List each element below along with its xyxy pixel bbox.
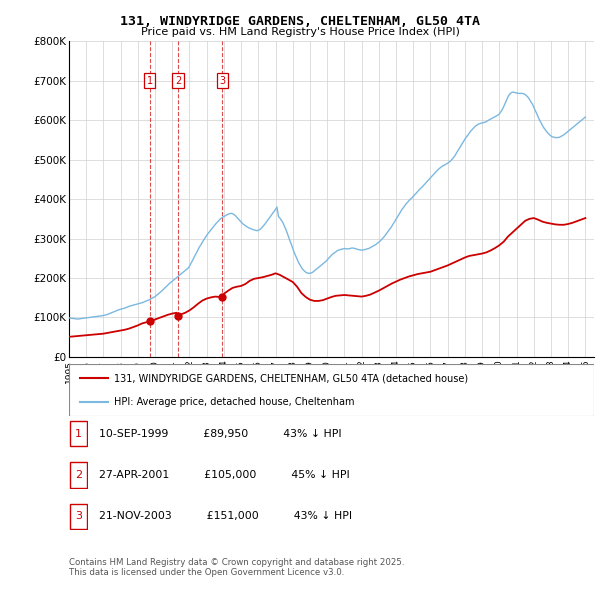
- Text: 27-APR-2001          £105,000          45% ↓ HPI: 27-APR-2001 £105,000 45% ↓ HPI: [99, 470, 350, 480]
- Text: 131, WINDYRIDGE GARDENS, CHELTENHAM, GL50 4TA (detached house): 131, WINDYRIDGE GARDENS, CHELTENHAM, GL5…: [113, 373, 468, 383]
- Text: 10-SEP-1999          £89,950          43% ↓ HPI: 10-SEP-1999 £89,950 43% ↓ HPI: [99, 429, 341, 438]
- Text: 3: 3: [219, 76, 225, 86]
- Text: HPI: Average price, detached house, Cheltenham: HPI: Average price, detached house, Chel…: [113, 397, 354, 407]
- Text: Price paid vs. HM Land Registry's House Price Index (HPI): Price paid vs. HM Land Registry's House …: [140, 27, 460, 37]
- Text: 2: 2: [175, 76, 181, 86]
- Text: 131, WINDYRIDGE GARDENS, CHELTENHAM, GL50 4TA: 131, WINDYRIDGE GARDENS, CHELTENHAM, GL5…: [120, 15, 480, 28]
- Text: Contains HM Land Registry data © Crown copyright and database right 2025.
This d: Contains HM Land Registry data © Crown c…: [69, 558, 404, 577]
- Text: 1: 1: [147, 76, 153, 86]
- Text: 1: 1: [75, 429, 82, 438]
- Text: 3: 3: [75, 512, 82, 521]
- Text: 2: 2: [75, 470, 82, 480]
- Text: 21-NOV-2003          £151,000          43% ↓ HPI: 21-NOV-2003 £151,000 43% ↓ HPI: [99, 512, 352, 521]
